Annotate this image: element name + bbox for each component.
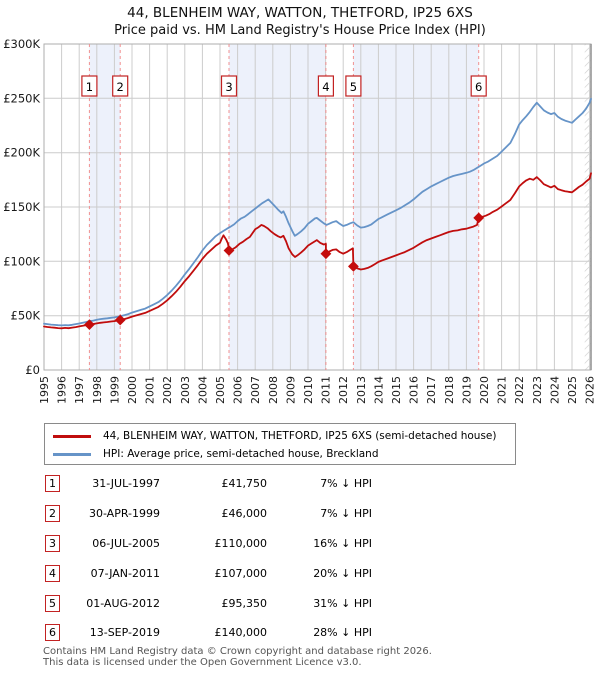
svg-text:£200K: £200K [3, 146, 40, 160]
svg-text:2014: 2014 [372, 376, 385, 404]
svg-text:2008: 2008 [267, 376, 280, 404]
svg-text:2015: 2015 [390, 376, 403, 404]
svg-text:2026: 2026 [584, 376, 597, 404]
svg-text:1997: 1997 [73, 376, 86, 404]
svg-text:5: 5 [350, 80, 357, 94]
svg-text:£0: £0 [25, 363, 40, 377]
svg-text:2007: 2007 [249, 376, 262, 404]
legend-item-property: 44, BLENHEIM WAY, WATTON, THETFORD, IP25… [53, 427, 515, 445]
svg-text:1: 1 [86, 80, 93, 94]
svg-text:2020: 2020 [478, 376, 491, 404]
legend-label: HPI: Average price, semi-detached house,… [103, 448, 379, 460]
sale-price: £140,000 [214, 626, 268, 640]
svg-text:3: 3 [225, 80, 232, 94]
license-footer: Contains HM Land Registry data © Crown c… [43, 646, 583, 669]
sales-table: 1 31-JUL-1997 £41,750 7% ↓ HPI 2 30-APR-… [0, 469, 600, 648]
sale-vs-hpi: 7% ↓ HPI [320, 477, 372, 491]
legend-label: 44, BLENHEIM WAY, WATTON, THETFORD, IP25… [103, 430, 497, 442]
svg-text:2: 2 [117, 80, 124, 94]
svg-text:£300K: £300K [3, 37, 40, 51]
svg-text:2004: 2004 [196, 376, 209, 404]
svg-text:2009: 2009 [284, 376, 297, 404]
sale-date: 13-SEP-2019 [89, 626, 160, 640]
sale-date: 01-AUG-2012 [86, 596, 160, 610]
sale-price: £41,750 [221, 477, 268, 491]
chart-legend: 44, BLENHEIM WAY, WATTON, THETFORD, IP25… [44, 423, 516, 465]
svg-text:2019: 2019 [460, 376, 473, 404]
sale-date: 31-JUL-1997 [92, 477, 160, 491]
svg-text:4: 4 [322, 80, 329, 94]
svg-text:2003: 2003 [179, 376, 192, 404]
svg-text:1999: 1999 [108, 376, 121, 404]
sale-vs-hpi: 31% ↓ HPI [313, 596, 372, 610]
svg-text:2023: 2023 [531, 376, 544, 404]
svg-text:2010: 2010 [302, 376, 315, 404]
svg-text:£150K: £150K [3, 200, 40, 214]
svg-text:2021: 2021 [496, 376, 509, 404]
page-title: 44, BLENHEIM WAY, WATTON, THETFORD, IP25… [127, 5, 473, 21]
sale-number-badge: 1 [45, 475, 60, 493]
svg-text:2005: 2005 [214, 376, 227, 404]
price-history-chart: 1 2 3 4 5 6 £0 £50K £100K £150K £200K £250K £300K 199… [3, 37, 597, 404]
svg-text:£250K: £250K [3, 91, 40, 105]
table-row: 5 01-AUG-2012 £95,350 31% ↓ HPI [0, 588, 600, 618]
footer-line-1: Contains HM Land Registry data © Crown c… [43, 646, 432, 657]
sale-vs-hpi: 20% ↓ HPI [313, 566, 372, 580]
svg-text:£100K: £100K [3, 254, 40, 268]
svg-text:2022: 2022 [513, 376, 526, 404]
sale-number-badge: 5 [45, 594, 60, 612]
svg-text:6: 6 [475, 80, 482, 94]
svg-text:1998: 1998 [91, 376, 104, 404]
svg-text:2001: 2001 [144, 376, 157, 404]
sale-price: £46,000 [221, 507, 268, 521]
sale-number-badge: 4 [45, 564, 60, 582]
svg-text:2018: 2018 [443, 376, 456, 404]
table-row: 6 13-SEP-2019 £140,000 28% ↓ HPI [0, 618, 600, 648]
footer-line-2: This data is licensed under the Open Gov… [43, 657, 362, 669]
svg-text:2017: 2017 [425, 376, 438, 404]
svg-text:2011: 2011 [320, 376, 333, 404]
sale-number-badge: 2 [45, 505, 60, 523]
sale-price: £107,000 [214, 566, 268, 580]
sale-vs-hpi: 16% ↓ HPI [313, 536, 372, 550]
sale-date: 30-APR-1999 [88, 507, 160, 521]
svg-text:2016: 2016 [408, 376, 421, 404]
svg-text:2013: 2013 [355, 376, 368, 404]
table-row: 1 31-JUL-1997 £41,750 7% ↓ HPI [0, 469, 600, 499]
sale-number-badge: 6 [45, 624, 60, 642]
table-row: 2 30-APR-1999 £46,000 7% ↓ HPI [0, 499, 600, 529]
svg-text:1996: 1996 [56, 376, 69, 404]
svg-text:2012: 2012 [337, 376, 350, 404]
page-subtitle: Price paid vs. HM Land Registry's House … [114, 23, 486, 38]
svg-text:2024: 2024 [548, 376, 561, 404]
blue-line-swatch [53, 452, 91, 456]
svg-text:2000: 2000 [126, 376, 139, 404]
svg-text:2006: 2006 [232, 376, 245, 404]
table-row: 4 07-JAN-2011 £107,000 20% ↓ HPI [0, 558, 600, 588]
red-line-swatch [53, 434, 91, 438]
legend-item-hpi: HPI: Average price, semi-detached house,… [53, 445, 515, 463]
svg-text:2025: 2025 [566, 376, 579, 404]
sale-price: £95,350 [221, 596, 268, 610]
sale-vs-hpi: 28% ↓ HPI [313, 626, 372, 640]
sale-price: £110,000 [214, 536, 268, 550]
sale-date: 07-JAN-2011 [90, 566, 160, 580]
svg-text:2002: 2002 [161, 376, 174, 404]
table-row: 3 06-JUL-2005 £110,000 16% ↓ HPI [0, 529, 600, 559]
sale-number-badge: 3 [45, 534, 60, 552]
sale-date: 06-JUL-2005 [92, 536, 160, 550]
svg-text:1995: 1995 [38, 376, 51, 404]
sale-vs-hpi: 7% ↓ HPI [320, 507, 372, 521]
svg-text:£50K: £50K [11, 309, 41, 323]
